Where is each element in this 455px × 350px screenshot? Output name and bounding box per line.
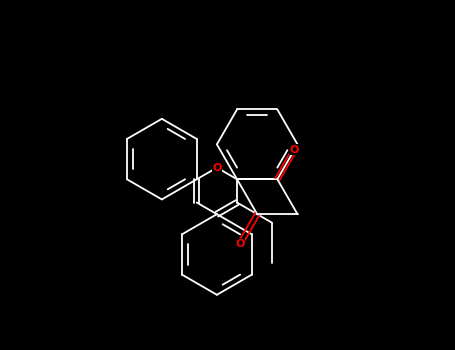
Text: O: O — [235, 239, 245, 249]
Text: O: O — [212, 163, 222, 173]
Text: O: O — [290, 145, 299, 155]
